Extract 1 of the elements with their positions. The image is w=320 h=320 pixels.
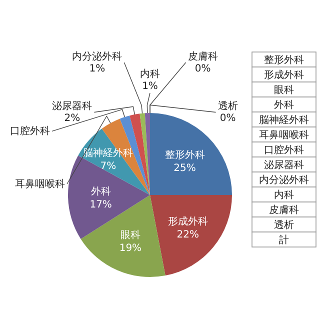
table: 整形外科 形成外科 眼科 外科 脳神経外科 耳鼻咽喉科 口腔外科 泌尿器科 内分泌外科 内科 皮膚科 透析 計 — [252, 52, 316, 248]
